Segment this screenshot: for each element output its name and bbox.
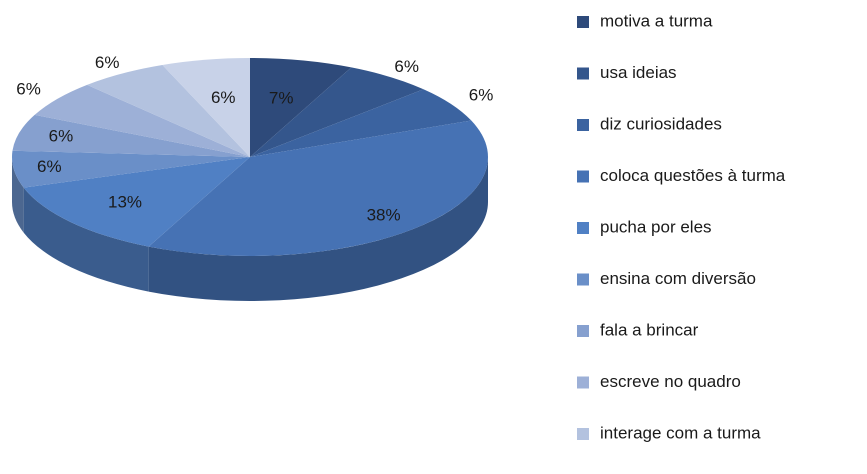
data-label: 7% xyxy=(269,89,294,108)
data-label: 6% xyxy=(469,85,494,104)
legend-swatch xyxy=(577,376,589,389)
slice xyxy=(250,89,472,157)
legend-swatch xyxy=(577,273,589,286)
slice xyxy=(250,67,424,157)
legend-label: fala a brincar xyxy=(600,320,699,339)
legend-label: motiva a turma xyxy=(600,11,713,30)
legend-label: usa ideias xyxy=(600,63,677,82)
legend-label: diz curiosidades xyxy=(600,114,722,133)
data-label: 6% xyxy=(16,80,41,99)
slice xyxy=(162,58,250,157)
slice-side xyxy=(12,157,24,233)
slice xyxy=(148,120,488,257)
slice xyxy=(34,84,251,157)
legend-swatch xyxy=(577,16,589,28)
data-label: 6% xyxy=(49,126,74,145)
data-label: 6% xyxy=(37,157,62,176)
slice xyxy=(23,157,251,247)
slice-side xyxy=(23,187,149,292)
legend-label: ensina com diversão xyxy=(600,269,756,288)
legend-swatch xyxy=(577,170,589,183)
data-label: 6% xyxy=(394,57,419,76)
legend-label: escreve no quadro xyxy=(600,372,741,391)
data-label: 6% xyxy=(211,88,236,107)
legend-swatch xyxy=(577,222,589,234)
slice xyxy=(12,114,251,157)
slice xyxy=(87,64,250,157)
legend-swatch xyxy=(577,428,589,440)
data-label: 13% xyxy=(108,192,142,211)
slice-side xyxy=(148,157,489,301)
data-label: 6% xyxy=(95,53,120,72)
legend-swatch xyxy=(577,67,589,80)
legend-label: coloca questões à turma xyxy=(600,166,786,185)
legend-label: pucha por eles xyxy=(600,217,712,236)
legend-swatch xyxy=(577,119,589,131)
slice xyxy=(250,58,352,157)
slice xyxy=(11,150,250,188)
legend-label: interage com a turma xyxy=(600,423,761,442)
legend-swatch xyxy=(577,325,589,337)
data-label: 38% xyxy=(367,206,401,225)
